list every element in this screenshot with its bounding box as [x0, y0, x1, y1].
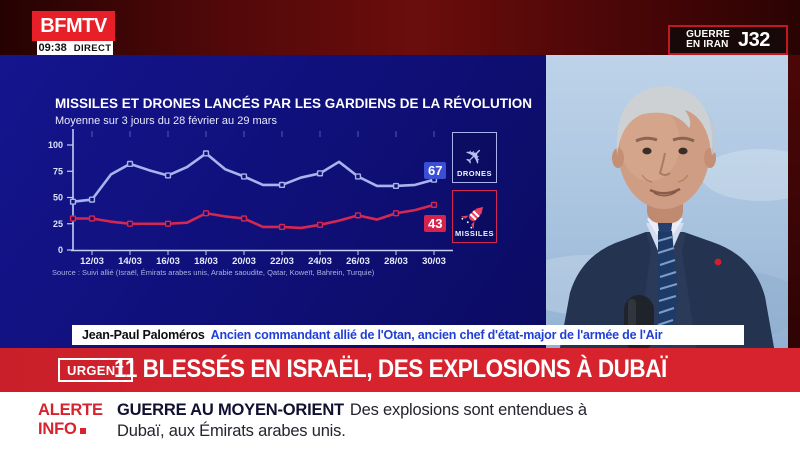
svg-text:24/03: 24/03 [308, 256, 332, 267]
live-label: DIRECT [73, 42, 112, 54]
alerte-info-tag: ALERTE INFO [38, 401, 103, 438]
chart-source: Source : Suivi allié (Israël, Émirats ar… [52, 268, 375, 277]
drone-plane-icon: ✈ [458, 140, 491, 173]
svg-text:18/03: 18/03 [194, 256, 218, 267]
svg-text:0: 0 [58, 245, 63, 255]
svg-text:14/03: 14/03 [118, 256, 142, 267]
ticker-text: GUERRE AU MOYEN-ORIENT Des explosions son… [117, 400, 609, 442]
clock: 09:38 [38, 42, 67, 54]
speaker-video [546, 55, 788, 348]
studio-frame-strip [788, 55, 800, 348]
time-box: 09:38 DIRECT [37, 41, 113, 55]
svg-text:100: 100 [48, 140, 63, 150]
svg-text:75: 75 [53, 166, 63, 176]
ticker-bar: ALERTE INFO GUERRE AU MOYEN-ORIENT Des ex… [0, 392, 800, 450]
legend-drones-label: DRONES [456, 169, 493, 178]
urgent-tag: URGENT [58, 358, 133, 382]
ticker-body: Des explosions sont entendues à Dubaï, a… [117, 401, 587, 440]
breaking-headline: 11 BLESSÉS EN ISRAËL, DES EXPLOSIONS À D… [114, 355, 667, 383]
svg-text:50: 50 [53, 193, 63, 203]
speaker-name: Jean-Paul Paloméros [82, 328, 205, 342]
missile-icon [461, 202, 488, 229]
svg-text:30/03: 30/03 [422, 256, 446, 267]
legend-missiles-label: MISSILES [454, 229, 494, 238]
chart-subtitle: Moyenne sur 3 jours du 28 février au 29 … [55, 115, 277, 127]
legend-missiles: MISSILES [452, 190, 497, 243]
speaker-illustration [546, 55, 788, 348]
svg-text:25: 25 [53, 219, 63, 229]
svg-text:22/03: 22/03 [270, 256, 294, 267]
missiles-end-value-badge: 43 [424, 215, 447, 232]
chart-panel: MISSILES ET DRONES LANCÉS PAR LES GARDIE… [0, 55, 546, 348]
channel-logo: BFMTV [32, 11, 115, 41]
drones-end-value-badge: 67 [424, 162, 447, 179]
channel-name: BFMTV [40, 14, 107, 37]
breaking-banner: URGENT 11 BLESSÉS EN ISRAËL, DES EXPLOSI… [0, 348, 800, 392]
war-day-badge: GUERRE EN IRAN J32 [668, 25, 788, 55]
svg-text:26/03: 26/03 [346, 256, 370, 267]
speaker-caption: Jean-Paul Paloméros Ancien commandant al… [72, 325, 744, 345]
line-chart: 0 25 50 75 100 12/03 14/03 16/03 18/03 20/03 22/03… [48, 129, 453, 267]
chart-title: MISSILES ET DRONES LANCÉS PAR LES GARDIE… [55, 96, 533, 111]
war-day-count: J32 [738, 28, 770, 51]
alerte-info-square [79, 428, 86, 434]
top-banner: BFMTV 09:38 DIRECT GUERRE EN IRAN J32 [0, 0, 800, 55]
svg-text:20/03: 20/03 [232, 256, 256, 267]
war-badge-title: GUERRE EN IRAN [686, 29, 731, 50]
svg-text:28/03: 28/03 [384, 256, 408, 267]
ticker-topic: GUERRE AU MOYEN-ORIENT [117, 401, 344, 419]
svg-text:16/03: 16/03 [156, 256, 180, 267]
speaker-role: Ancien commandant allié de l'Otan, ancie… [210, 328, 663, 342]
svg-text:12/03: 12/03 [80, 256, 104, 267]
legend-drones: ✈ DRONES [452, 132, 497, 183]
